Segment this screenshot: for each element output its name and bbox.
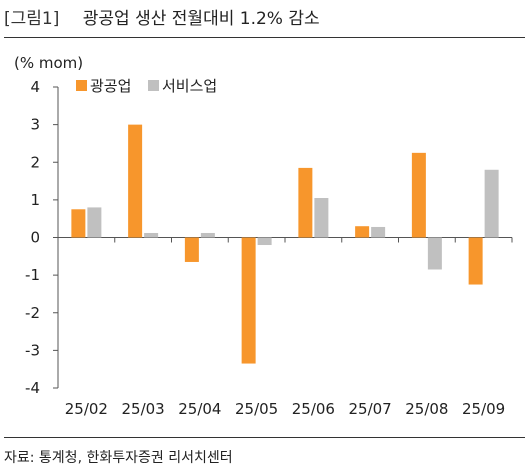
source-note: 자료: 통계청, 한화투자증권 리서치센터	[4, 450, 233, 466]
bar-series1	[241, 237, 256, 364]
y-tick-label: -2	[25, 304, 40, 322]
bar-series1	[355, 226, 370, 238]
x-tick-label: 25/04	[178, 400, 221, 418]
bar-series1	[128, 124, 143, 238]
y-tick-label: 4	[30, 78, 40, 96]
footer-rule	[4, 437, 525, 438]
y-tick-label: -4	[25, 379, 40, 397]
bar-series1	[71, 209, 86, 238]
y-tick-label: 2	[30, 153, 40, 171]
figure-label: [그림1]	[4, 9, 60, 29]
bar-series2	[200, 232, 215, 238]
y-tick-label: 0	[30, 229, 40, 247]
bar-series2	[427, 237, 442, 270]
x-tick-label: 25/06	[292, 400, 335, 418]
legend-swatch-series2	[148, 80, 159, 91]
bar-series2	[257, 237, 272, 246]
bar-series2	[371, 226, 386, 238]
x-tick-label: 25/08	[405, 400, 448, 418]
y-axis-unit: (% mom)	[14, 54, 84, 72]
legend-swatch-series1	[76, 80, 87, 91]
x-tick-label: 25/03	[122, 400, 165, 418]
bar-series1	[298, 167, 313, 238]
x-tick-label: 25/07	[349, 400, 392, 418]
header-rule	[4, 37, 525, 38]
bar-series2	[314, 197, 329, 238]
bar-chart: -4 -3 -2 -1 0 1 2 3 4 25/02 25/03 25/04 25/05 25/06 25…	[25, 77, 513, 418]
figure-title: 광공업 생산 전월대비 1.2% 감소	[82, 9, 320, 29]
x-tick-label: 25/09	[462, 400, 505, 418]
bar-series1	[184, 237, 199, 262]
x-tick-label: 25/05	[235, 400, 278, 418]
bar-series2	[144, 232, 159, 238]
y-tick-label: 1	[30, 191, 40, 209]
bar-series2	[87, 207, 102, 238]
legend-label-series1: 광공업	[90, 77, 131, 95]
y-tick-label: -3	[25, 341, 40, 359]
x-tick-label: 25/02	[65, 400, 108, 418]
figure-header: [그림1] 광공업 생산 전월대비 1.2% 감소	[4, 4, 320, 29]
bar-series2	[484, 169, 499, 238]
y-tick-label: 3	[30, 116, 40, 134]
bar-series1	[468, 237, 483, 285]
legend-label-series2: 서비스업	[162, 77, 217, 95]
bar-series1	[411, 152, 426, 238]
y-tick-label: -1	[25, 266, 40, 284]
